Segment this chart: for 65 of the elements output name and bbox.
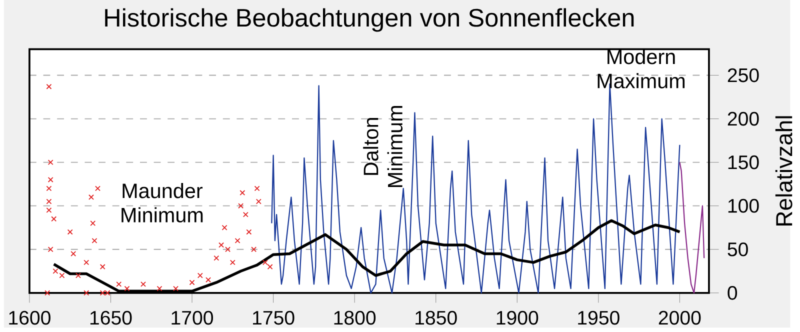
- point: [51, 216, 57, 222]
- point: [240, 190, 246, 196]
- point: [46, 198, 52, 204]
- annotation: Dalton Minimum: [363, 106, 403, 187]
- point: [46, 185, 52, 191]
- annotation: Maunder Minimum: [122, 182, 203, 222]
- point: [262, 259, 268, 265]
- point: [246, 229, 252, 235]
- point: [75, 272, 81, 278]
- point: [242, 212, 248, 218]
- point: [48, 246, 54, 252]
- point: [197, 272, 203, 278]
- y-tick-label: 100: [728, 198, 759, 213]
- x-tick-label: 1600: [9, 310, 50, 325]
- y-axis-title: Relativzahl: [775, 116, 792, 226]
- point: [254, 185, 260, 191]
- point: [234, 238, 240, 244]
- point: [46, 207, 52, 213]
- x-tick-label: 1800: [334, 310, 376, 325]
- point: [48, 159, 54, 165]
- point: [230, 259, 236, 265]
- point: [46, 84, 52, 90]
- x-tick-label: 2000: [658, 310, 701, 325]
- point: [116, 281, 122, 287]
- x-tick-label: 1700: [172, 310, 214, 325]
- point: [218, 242, 224, 248]
- point: [95, 185, 100, 191]
- x-tick-label: 1650: [90, 310, 132, 325]
- point: [206, 276, 212, 282]
- point: [44, 290, 50, 296]
- point: [225, 246, 231, 252]
- point: [214, 255, 220, 261]
- chart-title: Historische Beobachtungen von Sonnenflecken: [105, 8, 634, 32]
- y-tick-label: 200: [728, 112, 759, 126]
- line-series: [679, 162, 705, 294]
- point: [222, 224, 228, 230]
- point: [256, 198, 262, 204]
- point: [88, 194, 94, 200]
- y-tick-label: 250: [728, 68, 759, 82]
- point: [84, 290, 90, 296]
- point: [70, 250, 76, 256]
- point: [84, 259, 90, 265]
- point: [189, 280, 195, 285]
- point: [140, 281, 146, 287]
- point: [52, 268, 58, 274]
- point: [100, 264, 106, 270]
- x-tick-label: 1900: [496, 310, 538, 325]
- x-tick-label: 1850: [416, 310, 457, 325]
- point: [238, 202, 244, 208]
- annotation: Modern Maximum: [598, 48, 685, 88]
- point: [124, 286, 130, 292]
- point: [267, 264, 273, 270]
- y-tick-label: 0: [728, 286, 738, 300]
- point: [92, 238, 98, 244]
- point: [173, 286, 179, 292]
- y-tick-label: 50: [728, 242, 748, 256]
- x-tick-label: 1750: [253, 310, 294, 325]
- y-tick-label: 150: [728, 155, 759, 170]
- point: [48, 176, 54, 182]
- point: [156, 286, 162, 292]
- x-tick-label: 1950: [578, 310, 620, 325]
- point: [59, 272, 65, 278]
- point: [251, 246, 257, 252]
- point: [90, 220, 96, 226]
- point: [67, 229, 73, 235]
